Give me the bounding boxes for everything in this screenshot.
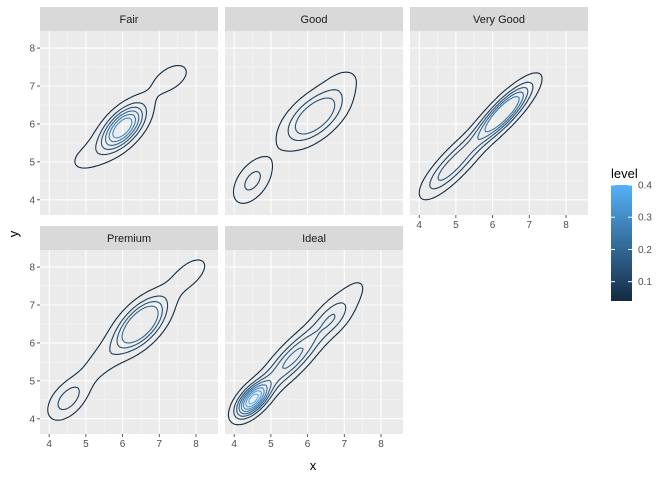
- y-tick-label: 4: [29, 414, 35, 425]
- x-tick-label: 4: [46, 439, 52, 450]
- contour-line: [74, 64, 187, 169]
- legend-colorbar: [611, 185, 632, 301]
- x-tick-label: 8: [563, 220, 569, 231]
- contour-line: [429, 81, 534, 190]
- density-contours: [232, 71, 357, 204]
- density-contours: [227, 282, 364, 426]
- contour-line: [47, 259, 206, 421]
- panel-background: [225, 31, 403, 215]
- x-tick-label: 7: [526, 220, 532, 231]
- x-tick-label: 4: [231, 439, 237, 450]
- y-tick-label: 7: [29, 301, 35, 312]
- y-tick-label: 6: [29, 119, 35, 130]
- legend-ticks: 0.1 0.2 0.3 0.4: [611, 181, 652, 288]
- contour-line: [112, 117, 133, 139]
- contour-line: [100, 106, 143, 150]
- contour-line: [245, 390, 262, 408]
- contour-line: [121, 305, 159, 344]
- contour-line: [108, 113, 137, 143]
- contour-line: [116, 301, 163, 349]
- panel-background: [40, 31, 218, 215]
- contour-line: [236, 313, 336, 417]
- x-tick-label: 5: [83, 439, 89, 450]
- facet-strip-label: Premium: [107, 233, 151, 245]
- panel-grid: [40, 31, 218, 215]
- facet-strip-label: Fair: [120, 14, 139, 26]
- facet-panel-good: Good: [225, 7, 403, 215]
- contour-line: [233, 302, 347, 420]
- facet-panel-premium: Premium 4 5 6 7 8 4 5 6 7 8: [29, 226, 218, 450]
- density-contours: [74, 64, 187, 169]
- x-tick-label: 8: [193, 439, 199, 450]
- legend-tick-label: 0.2: [638, 245, 652, 256]
- facet-strip: [225, 226, 403, 250]
- panel-grid: [225, 31, 403, 215]
- legend-tick-label: 0.3: [638, 213, 652, 224]
- y-tick-label: 8: [29, 44, 35, 55]
- x-tick-label: 8: [378, 439, 384, 450]
- x-tick-label: 6: [490, 220, 496, 231]
- contour-line: [240, 384, 268, 413]
- legend-tick-label: 0.1: [638, 277, 652, 288]
- contour-line: [248, 393, 259, 405]
- panel-grid: [225, 250, 403, 434]
- y-tick-label: 5: [29, 376, 35, 387]
- x-tick-label: 7: [341, 439, 347, 450]
- contour-line: [437, 86, 529, 181]
- density-contours: [418, 72, 543, 201]
- contour-line: [232, 71, 357, 204]
- facet-strip: [225, 7, 403, 31]
- facet-strip-label: Very Good: [473, 14, 525, 26]
- facet-strip-label: Ideal: [302, 233, 326, 245]
- facet-strip-label: Good: [301, 14, 328, 26]
- legend: level 0.1 0.2 0.3 0.4: [611, 166, 652, 301]
- facet-strip: [40, 7, 218, 31]
- contour-line: [484, 95, 520, 133]
- contour-line: [238, 347, 304, 415]
- x-tick-label: 4: [416, 220, 422, 231]
- contour-line: [227, 282, 364, 426]
- contour-line: [477, 91, 525, 141]
- y-tick-label: 6: [29, 338, 35, 349]
- x-tick-label: 5: [453, 220, 459, 231]
- contour-line: [244, 89, 343, 191]
- panel-grid: [410, 31, 588, 215]
- facet-panel-ideal: Ideal 4 5 6 7 8: [225, 226, 403, 450]
- y-axis-title: y: [6, 230, 21, 237]
- x-tick-label: 7: [156, 439, 162, 450]
- y-tick-label: 5: [29, 157, 35, 168]
- contour-line: [418, 72, 543, 201]
- panel-background: [410, 31, 588, 215]
- panel-background: [40, 250, 218, 434]
- density-contours: [47, 259, 206, 421]
- legend-title: level: [611, 166, 638, 181]
- facet-strip: [410, 7, 588, 31]
- facet-panel-very-good: Very Good 4 5 6 7 8: [410, 7, 588, 231]
- y-tick-label: 4: [29, 195, 35, 206]
- contour-line: [294, 97, 336, 135]
- x-axis-title: x: [310, 458, 317, 473]
- facet-panels: Fair 4 5 6 7 8 Good Very Good 4 5 6 7 8 Premium 4 5 6 7 8 4…: [29, 7, 588, 450]
- legend-tick-label: 0.4: [638, 181, 652, 192]
- contour-line: [57, 295, 169, 411]
- contour-line: [95, 102, 148, 156]
- x-tick-label: 5: [268, 439, 274, 450]
- y-tick-label: 8: [29, 263, 35, 274]
- x-tick-label: 6: [305, 439, 311, 450]
- x-tick-label: 6: [120, 439, 126, 450]
- contour-line: [242, 387, 265, 410]
- facet-strip: [40, 226, 218, 250]
- facet-panel-fair: Fair 4 5 6 7 8: [29, 7, 218, 215]
- contour-line: [104, 110, 140, 146]
- y-tick-label: 7: [29, 82, 35, 93]
